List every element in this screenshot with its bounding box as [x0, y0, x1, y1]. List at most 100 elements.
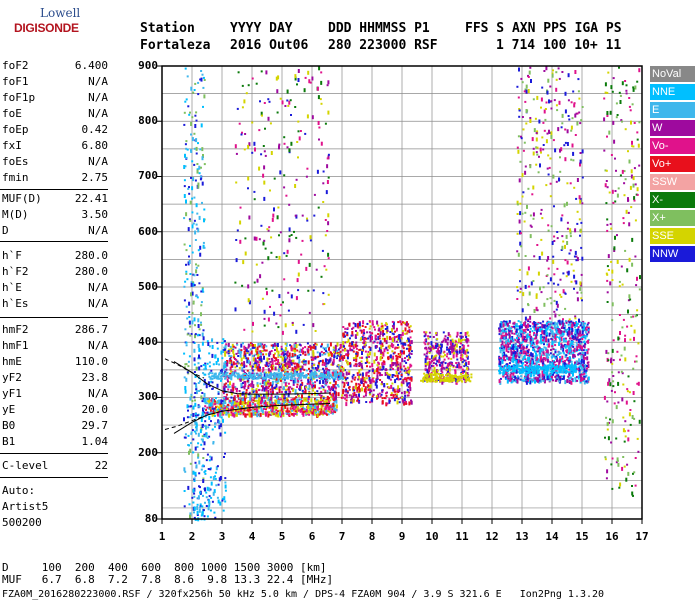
echo-point	[622, 217, 624, 219]
echo-point	[290, 142, 292, 146]
echo-point	[511, 359, 513, 361]
echo-point	[561, 327, 563, 329]
echo-point	[257, 357, 259, 359]
echo-point	[552, 241, 554, 245]
echo-point	[230, 348, 232, 350]
echo-point	[522, 292, 524, 296]
echo-point	[228, 414, 230, 418]
echo-point	[629, 339, 631, 341]
echo-point	[580, 346, 582, 348]
echo-point	[519, 280, 521, 282]
echo-point	[316, 390, 318, 392]
echo-point	[539, 328, 541, 332]
echo-point	[516, 329, 518, 333]
echo-point	[392, 321, 394, 323]
echo-point	[297, 156, 299, 158]
echo-point	[257, 402, 259, 404]
echo-point	[527, 376, 529, 378]
echo-point	[522, 308, 524, 312]
echo-point	[357, 374, 359, 376]
echo-point	[296, 179, 298, 181]
echo-point	[606, 469, 608, 473]
echo-point	[340, 344, 342, 348]
echo-point	[539, 256, 541, 260]
echo-point	[324, 406, 326, 410]
echo-point	[369, 401, 371, 403]
echo-point	[563, 376, 565, 380]
echo-point	[517, 213, 519, 215]
echo-point	[570, 338, 572, 340]
echo-point	[325, 269, 327, 271]
echo-point	[556, 377, 558, 379]
echo-point	[564, 245, 566, 249]
echo-point	[605, 350, 607, 354]
echo-point	[608, 131, 610, 135]
echo-point	[579, 200, 581, 204]
echo-point	[391, 383, 393, 385]
echo-point	[411, 340, 413, 344]
echo-point	[635, 315, 637, 317]
echo-point	[578, 358, 580, 362]
echo-point	[525, 123, 527, 125]
echo-point	[275, 367, 277, 371]
echo-point	[280, 231, 282, 233]
echo-point	[246, 409, 248, 411]
echo-point	[375, 379, 377, 383]
echo-point	[529, 164, 531, 168]
echo-point	[233, 361, 235, 365]
echo-point	[429, 332, 431, 334]
echo-point	[278, 400, 280, 404]
echo-point	[283, 136, 285, 138]
echo-point	[386, 403, 388, 405]
echo-point	[553, 283, 555, 285]
echo-point	[348, 345, 350, 347]
echo-point	[638, 68, 640, 72]
echo-point	[520, 288, 522, 290]
echo-point	[283, 386, 285, 390]
echo-point	[236, 153, 238, 155]
echo-point	[427, 338, 429, 340]
echo-point	[351, 328, 353, 330]
echo-point	[263, 197, 265, 201]
echo-point	[606, 136, 608, 138]
echo-point	[530, 328, 532, 330]
echo-point	[535, 335, 537, 339]
echo-point	[258, 404, 260, 406]
echo-point	[429, 352, 431, 354]
echo-point	[265, 390, 267, 392]
echo-point	[612, 349, 614, 353]
echo-point	[231, 366, 233, 368]
echo-point	[555, 71, 557, 73]
echo-point	[618, 67, 620, 69]
echo-point	[307, 388, 309, 390]
echo-point	[606, 170, 608, 172]
echo-point	[238, 71, 240, 73]
echo-point	[545, 184, 547, 186]
echo-point	[333, 351, 335, 353]
echo-point	[555, 380, 557, 382]
echo-point	[234, 412, 236, 414]
echo-point	[267, 256, 269, 260]
echo-point	[519, 220, 521, 224]
echo-point	[532, 347, 534, 349]
echo-point	[328, 257, 330, 259]
echo-point	[245, 252, 247, 256]
echo-point	[585, 375, 587, 377]
echo-point	[391, 397, 393, 399]
echo-point	[447, 339, 449, 341]
echo-point	[401, 397, 403, 399]
echo-point	[518, 356, 520, 358]
echo-point	[536, 138, 538, 142]
echo-point	[347, 327, 349, 329]
echo-point	[254, 282, 256, 284]
echo-point	[298, 78, 300, 82]
echo-point	[635, 457, 637, 459]
echo-point	[578, 339, 580, 343]
echo-point	[284, 105, 286, 107]
echo-point	[297, 384, 299, 386]
echo-point	[298, 368, 300, 370]
echo-point	[540, 213, 542, 215]
echo-point	[372, 378, 374, 382]
echo-point	[268, 383, 270, 385]
echo-point	[314, 381, 316, 383]
